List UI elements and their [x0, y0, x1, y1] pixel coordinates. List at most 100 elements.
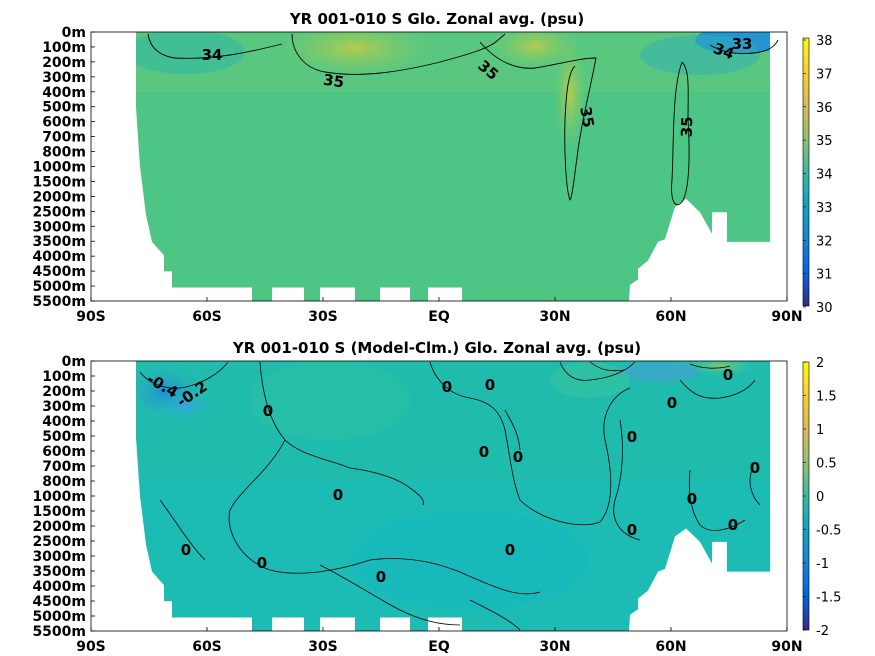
contour-label: 0: [723, 366, 733, 384]
y-tick-label: 600m: [42, 444, 86, 460]
colorbar-tick-label: 37: [816, 67, 833, 82]
contour-label: 0: [667, 394, 677, 412]
y-tick-label: 4000m: [32, 249, 86, 265]
y-tick-label: 3500m: [32, 234, 86, 250]
x-tick-label: 60S: [192, 309, 222, 325]
contour-lines: [139, 361, 761, 631]
y-tick-label: 4500m: [32, 594, 86, 610]
y-tick-label: 4000m: [32, 579, 86, 595]
y-tick-label: 800m: [42, 145, 86, 161]
y-tick-label: 1000m: [32, 160, 86, 176]
x-tick-label: 30S: [308, 309, 338, 325]
contour-label: 0: [687, 490, 697, 508]
x-tick-label: 30N: [539, 639, 570, 655]
colorbar-tick-label: 32: [816, 234, 833, 249]
colorbar-tick-label: 36: [816, 101, 833, 116]
contour-label: 0: [485, 376, 495, 394]
colorbar-tick-label: 0.5: [816, 457, 837, 472]
y-tick-label: 2500m: [32, 204, 86, 220]
y-tick-label: 5000m: [32, 609, 86, 625]
contour-label: 0: [376, 568, 386, 586]
x-tick-label: 60N: [655, 639, 686, 655]
contour-label: 0: [627, 428, 637, 446]
y-tick-label: 1500m: [32, 504, 86, 520]
colorbar-tick-label: 33: [816, 201, 833, 216]
contour-label: 0: [728, 516, 738, 534]
y-tick-label: 2000m: [32, 189, 86, 205]
colorbar-tick-label: -1: [816, 557, 829, 572]
colorbar-tick-label: 0: [816, 490, 824, 505]
colorbar-ticks: 38 37 36 35 34 33 32 31 30: [803, 34, 833, 316]
colorbar-tick-label: 35: [816, 134, 833, 149]
x-tick-label: 60S: [192, 639, 222, 655]
contour-label: 35: [322, 71, 345, 92]
x-tick-label: 90N: [771, 639, 802, 655]
y-tick-label: 500m: [42, 429, 86, 445]
y-tick-label: 400m: [42, 85, 86, 101]
contour-label: 35: [678, 116, 697, 137]
contour-label: 33: [732, 35, 753, 53]
y-tick-label: 5500m: [32, 294, 86, 310]
colorbar-tick-label: 38: [816, 34, 833, 49]
y-axis: 0m100m200m300m400m500m600m700m800m1000m1…: [32, 25, 95, 310]
y-tick-label: 300m: [42, 399, 86, 415]
y-tick-label: 600m: [42, 115, 86, 131]
contour-label: 34: [202, 46, 223, 64]
salinity-bias-panel: YR 001-010 S (Model-Clm.) Glo. Zonal avg…: [32, 339, 841, 655]
salinity-panel: YR 001-010 S Glo. Zonal avg. (psu) 34 35…: [32, 10, 832, 325]
y-tick-label: 3500m: [32, 564, 86, 580]
y-tick-label: 2500m: [32, 534, 86, 550]
panel-title: YR 001-010 S Glo. Zonal avg. (psu): [289, 10, 584, 28]
contour-label: 0: [479, 443, 489, 461]
contour-label: 0: [181, 541, 191, 559]
y-tick-label: 200m: [42, 55, 86, 71]
colorbar: [802, 37, 810, 307]
x-axis: 90S 60S 30S EQ 30N 60N 90N: [76, 297, 803, 325]
y-tick-label: 700m: [42, 459, 86, 475]
x-tick-label: EQ: [428, 309, 450, 325]
contour-label: 0: [257, 554, 267, 572]
salinity-field: [136, 32, 770, 301]
y-tick-label: 0m: [62, 25, 86, 41]
x-tick-label: 90N: [771, 309, 802, 325]
contour-label: 35: [576, 105, 597, 129]
y-tick-label: 5500m: [32, 624, 86, 640]
contour-label: 0: [263, 402, 273, 420]
y-tick-label: 2000m: [32, 519, 86, 535]
colorbar-tick-label: -2: [816, 624, 829, 639]
y-tick-label: 1000m: [32, 489, 86, 505]
y-tick-label: 5000m: [32, 279, 86, 295]
x-axis: 90S 60S 30S EQ 30N 60N 90N: [76, 627, 803, 655]
y-tick-label: 3000m: [32, 549, 86, 565]
x-tick-label: EQ: [428, 639, 450, 655]
colorbar-tick-label: -0.5: [816, 524, 841, 539]
contour-lines: [147, 33, 779, 206]
contour-label: 0: [333, 486, 343, 504]
panel-title: YR 001-010 S (Model-Clm.) Glo. Zonal avg…: [232, 339, 641, 357]
y-tick-label: 4500m: [32, 264, 86, 280]
colorbar-tick-label: 30: [816, 301, 833, 316]
colorbar-ticks: 2 1.5 1 0.5 0 -0.5 -1 -1.5 -2: [803, 356, 841, 639]
contour-label: 0: [505, 541, 515, 559]
y-tick-label: 800m: [42, 474, 86, 490]
x-tick-label: 90S: [76, 309, 106, 325]
y-tick-label: 400m: [42, 414, 86, 430]
y-tick-label: 3000m: [32, 219, 86, 235]
y-tick-label: 100m: [42, 40, 86, 56]
x-tick-label: 60N: [655, 309, 686, 325]
y-tick-label: 300m: [42, 70, 86, 86]
colorbar-tick-label: 2: [816, 356, 824, 371]
y-tick-label: 0m: [62, 354, 86, 370]
contour-label: 0: [627, 521, 637, 539]
colorbar-tick-label: 34: [816, 168, 833, 183]
y-tick-label: 1500m: [32, 174, 86, 190]
colorbar-tick-label: 31: [816, 268, 833, 283]
x-tick-label: 90S: [76, 639, 106, 655]
colorbar-tick-label: 1.5: [816, 390, 837, 405]
y-tick-label: 100m: [42, 369, 86, 385]
x-tick-label: 30N: [539, 309, 570, 325]
y-axis: 0m100m200m300m400m500m600m700m800m1000m1…: [32, 354, 95, 640]
colorbar-tick-label: -1.5: [816, 591, 841, 606]
x-tick-label: 30S: [308, 639, 338, 655]
